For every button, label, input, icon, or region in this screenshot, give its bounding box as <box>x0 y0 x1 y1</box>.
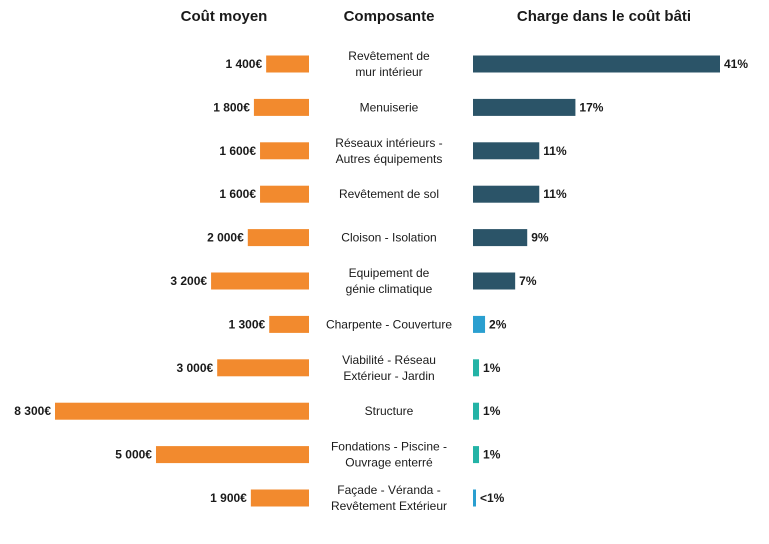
share-bar <box>473 315 486 333</box>
component-label: génie climatique <box>346 282 433 296</box>
component-label: Structure <box>365 404 414 418</box>
cost-bar <box>155 446 309 464</box>
share-bar <box>473 402 480 420</box>
cost-label: 5 000€ <box>115 448 152 462</box>
share-label: 17% <box>579 100 603 114</box>
component-label: Revêtement de sol <box>339 187 439 201</box>
share-bar <box>473 55 720 73</box>
share-label: 1% <box>483 404 501 418</box>
cost-bar <box>211 272 309 290</box>
cost-bar <box>260 185 309 203</box>
share-bar <box>473 446 480 464</box>
header-cost: Coût moyen <box>181 8 268 25</box>
component-label: Equipement de <box>349 266 430 280</box>
header-component: Composante <box>344 8 435 25</box>
share-bar <box>473 98 576 116</box>
cost-bar <box>260 142 309 160</box>
share-bar <box>473 272 516 290</box>
component-label: mur intérieur <box>355 65 422 79</box>
cost-bar <box>253 98 309 116</box>
share-label: 2% <box>489 317 507 331</box>
component-label: Menuiserie <box>360 100 419 114</box>
share-label: 11% <box>543 187 567 201</box>
cost-label: 1 300€ <box>229 317 266 331</box>
component-label: Cloison - Isolation <box>341 231 436 245</box>
share-bar <box>473 185 540 203</box>
share-bar <box>473 489 476 507</box>
cost-label: 1 400€ <box>225 57 262 71</box>
share-label: 9% <box>531 231 549 245</box>
cost-label: 1 600€ <box>219 187 256 201</box>
share-label: 1% <box>483 361 501 375</box>
component-label: Revêtement Extérieur <box>331 499 447 513</box>
cost-label: 3 200€ <box>170 274 207 288</box>
header-share: Charge dans le coût bâti <box>517 8 691 25</box>
share-bar <box>473 359 480 377</box>
cost-bar <box>217 359 309 377</box>
component-label: Fondations - Piscine - <box>331 440 447 454</box>
cost-label: 2 000€ <box>207 231 244 245</box>
component-label: Extérieur - Jardin <box>343 369 434 383</box>
cost-label: 1 800€ <box>213 100 250 114</box>
chart-rows: 1 400€ Revêtement de mur intérieur 41% 1 800… <box>14 49 748 513</box>
cost-label: 1 600€ <box>219 144 256 158</box>
component-label: Réseaux intérieurs - <box>335 136 442 150</box>
component-label: Autres équipements <box>336 152 443 166</box>
share-label: 1% <box>483 448 501 462</box>
share-label: 7% <box>519 274 537 288</box>
cost-label: 3 000€ <box>176 361 213 375</box>
cost-bar <box>55 402 309 420</box>
component-label: Viabilité - Réseau <box>342 353 436 367</box>
cost-label: 8 300€ <box>14 404 51 418</box>
cost-bar <box>247 229 309 247</box>
share-label: 11% <box>543 144 567 158</box>
share-label: 41% <box>724 57 748 71</box>
cost-bar <box>269 315 309 333</box>
share-bar <box>473 142 540 160</box>
component-label: Charpente - Couverture <box>326 317 452 331</box>
component-label: Revêtement de <box>348 49 430 63</box>
cost-bar <box>266 55 309 73</box>
share-label: <1% <box>480 491 505 505</box>
cost-bar <box>250 489 309 507</box>
cost-label: 1 900€ <box>210 491 247 505</box>
component-label: Ouvrage enterré <box>345 456 433 470</box>
share-bar <box>473 229 528 247</box>
component-label: Façade - Véranda - <box>337 483 440 497</box>
